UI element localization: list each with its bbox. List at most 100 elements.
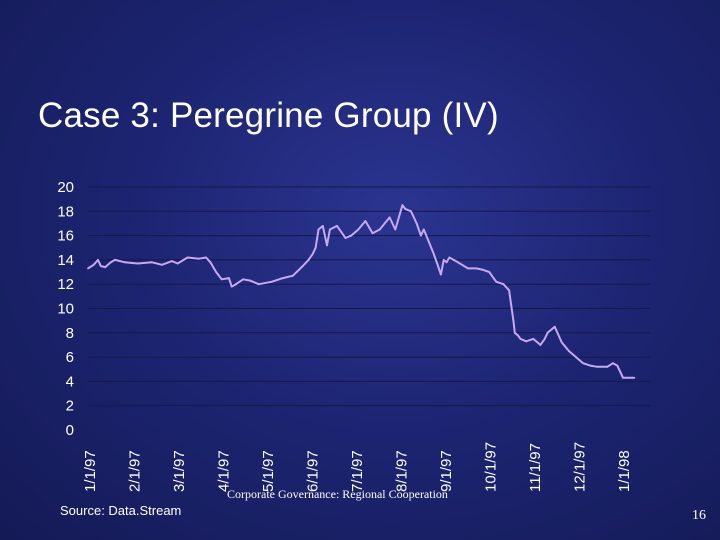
source-note: Source: Data.Stream bbox=[60, 503, 182, 518]
data-point bbox=[439, 273, 442, 276]
data-point bbox=[357, 228, 360, 231]
page-number: 16 bbox=[692, 508, 706, 523]
y-tick-label: 18 bbox=[57, 203, 74, 220]
data-point bbox=[136, 262, 139, 265]
y-tick-label: 4 bbox=[66, 373, 74, 390]
data-point bbox=[539, 344, 542, 346]
data-point bbox=[92, 263, 95, 266]
y-tick-label: 16 bbox=[57, 228, 74, 245]
data-point bbox=[422, 228, 425, 231]
data-point bbox=[606, 365, 609, 368]
data-point bbox=[364, 220, 367, 222]
data-point bbox=[371, 232, 374, 235]
chart-gridlines bbox=[88, 186, 650, 407]
data-point bbox=[171, 260, 173, 263]
data-point bbox=[481, 268, 484, 271]
data-point bbox=[568, 350, 570, 352]
data-point bbox=[336, 224, 338, 227]
slide-title: Case 3: Peregrine Group (IV) bbox=[38, 96, 499, 135]
data-point bbox=[622, 376, 624, 379]
footer-text: Corporate Governance: Regional Cooperati… bbox=[227, 487, 448, 501]
data-point bbox=[378, 228, 381, 231]
data-point bbox=[448, 256, 451, 259]
y-tick-label: 12 bbox=[57, 276, 74, 293]
data-point bbox=[388, 216, 391, 219]
data-point bbox=[415, 222, 418, 225]
data-point bbox=[109, 261, 112, 264]
data-point bbox=[282, 277, 284, 280]
data-point bbox=[420, 234, 422, 237]
data-point bbox=[311, 252, 314, 255]
x-tick-label: 1/1/98 bbox=[616, 450, 633, 492]
data-point bbox=[161, 263, 163, 266]
data-point bbox=[437, 265, 439, 267]
y-tick-label: 6 bbox=[66, 349, 74, 366]
data-point bbox=[215, 271, 217, 273]
data-point bbox=[612, 362, 614, 365]
data-point bbox=[235, 283, 237, 286]
data-point bbox=[495, 280, 498, 283]
data-point bbox=[401, 204, 404, 207]
data-point bbox=[488, 271, 491, 273]
data-point bbox=[626, 376, 629, 379]
data-point bbox=[151, 261, 153, 264]
data-point bbox=[516, 334, 519, 337]
data-point bbox=[543, 337, 546, 340]
data-point bbox=[596, 365, 599, 368]
data-point bbox=[512, 319, 515, 322]
data-point bbox=[307, 259, 310, 261]
data-point bbox=[553, 325, 556, 328]
data-point bbox=[249, 279, 252, 282]
x-tick-label: 1/1/97 bbox=[82, 450, 99, 492]
data-point bbox=[508, 289, 511, 292]
y-tick-label: 2 bbox=[66, 398, 74, 415]
data-point bbox=[589, 364, 592, 367]
data-point bbox=[291, 274, 294, 277]
data-point bbox=[220, 278, 223, 281]
data-point bbox=[328, 228, 331, 231]
data-point bbox=[321, 224, 324, 227]
data-point bbox=[350, 234, 353, 237]
data-point bbox=[97, 259, 99, 261]
data-point bbox=[432, 252, 435, 255]
data-point bbox=[326, 244, 328, 247]
x-tick-label: 6/1/97 bbox=[305, 450, 322, 492]
data-point bbox=[124, 261, 126, 264]
y-tick-label: 20 bbox=[57, 179, 74, 196]
data-point bbox=[560, 341, 563, 344]
y-tick-label: 10 bbox=[57, 301, 74, 318]
data-point bbox=[99, 265, 102, 267]
data-point bbox=[344, 237, 347, 239]
x-axis-tick-labels: 1/1/97 2/1/97 3/1/97 4/1/97 5/1/97 6/1/97 7/1/… bbox=[82, 442, 633, 492]
x-tick-label: 5/1/97 bbox=[260, 450, 277, 492]
data-point bbox=[257, 283, 260, 286]
data-point bbox=[513, 331, 516, 334]
x-tick-label: 12/1/97 bbox=[572, 442, 589, 492]
data-point bbox=[410, 210, 412, 213]
data-point bbox=[525, 340, 528, 343]
data-point bbox=[114, 259, 116, 261]
data-point bbox=[466, 267, 469, 270]
y-axis-tick-labels: 0 2 4 6 8 10 12 14 16 18 20 bbox=[57, 179, 74, 439]
data-point bbox=[176, 262, 179, 265]
x-tick-label: 10/1/97 bbox=[483, 442, 500, 492]
data-point bbox=[582, 362, 585, 365]
data-point bbox=[242, 278, 244, 281]
data-point bbox=[546, 331, 549, 334]
x-tick-label: 8/1/97 bbox=[394, 450, 411, 492]
data-point bbox=[575, 356, 577, 358]
data-point bbox=[502, 283, 505, 286]
data-point bbox=[205, 256, 207, 259]
data-point bbox=[314, 246, 317, 249]
data-point bbox=[227, 277, 230, 280]
x-tick-label: 4/1/97 bbox=[216, 450, 233, 492]
data-point bbox=[230, 285, 233, 288]
data-point bbox=[301, 265, 304, 267]
x-tick-label: 2/1/97 bbox=[127, 450, 144, 492]
data-point bbox=[87, 267, 89, 270]
data-point bbox=[270, 280, 273, 283]
x-tick-label: 9/1/97 bbox=[438, 450, 455, 492]
data-point bbox=[442, 259, 445, 261]
data-point bbox=[633, 376, 636, 379]
